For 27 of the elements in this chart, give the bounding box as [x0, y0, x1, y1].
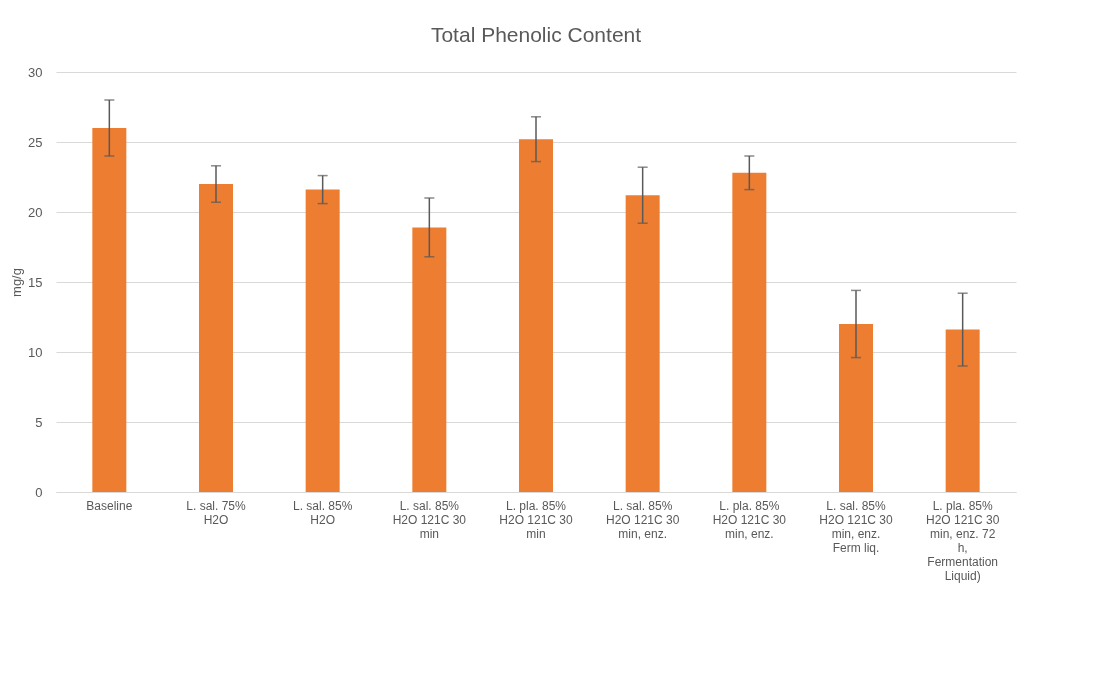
bar	[412, 227, 447, 492]
x-tick-label: L. pla. 85% H2O 121C 30 min, enz.	[712, 498, 787, 541]
x-tick-label: L. sal. 75% H2O	[186, 498, 247, 527]
y-tick-label: 0	[35, 484, 43, 500]
bar	[305, 189, 340, 492]
x-tick-label: L. pla. 85% H2O 121C 30 min	[499, 498, 574, 541]
x-tick-label: L. sal. 85% H2O	[292, 498, 353, 527]
bar	[839, 324, 873, 492]
y-tick-label: 20	[28, 204, 43, 220]
x-tick-label: L. sal. 85% H2O 121C 30 min	[392, 498, 467, 541]
x-tick-label: L. pla. 85% H2O 121C 30 min, enz. 72 h, Fermentation Liquid)	[925, 498, 1000, 583]
y-tick-label: 30	[28, 64, 43, 80]
y-tick-label: 5	[35, 414, 43, 430]
y-axis-title: mg/g	[9, 268, 25, 297]
bar	[92, 128, 127, 492]
bar	[625, 195, 660, 492]
bar	[519, 139, 553, 492]
x-tick-label: Baseline	[86, 498, 133, 513]
y-tick-label: 10	[28, 344, 43, 360]
bar	[199, 184, 233, 492]
y-tick-label: 25	[28, 134, 43, 150]
bar	[945, 329, 980, 492]
y-tick-label: 15	[28, 274, 43, 290]
x-tick-label: L. sal. 85% H2O 121C 30 min, enz.	[605, 498, 680, 541]
x-tick-label: L. sal. 85% H2O 121C 30 min, enz. Ferm liq.	[819, 498, 894, 555]
bar	[732, 172, 767, 492]
chart-title: Total Phenolic Content	[430, 23, 642, 46]
